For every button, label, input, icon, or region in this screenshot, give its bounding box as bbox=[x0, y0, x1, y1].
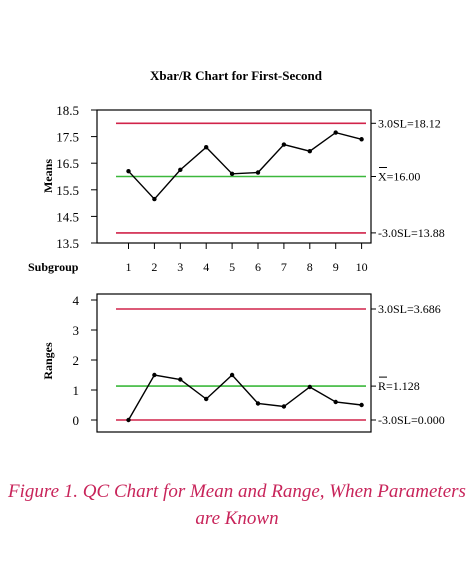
ranges-panel: Ranges 0 1 2 3 4 3.0SL=3.686 R=1.128 -3.0SL=0.… bbox=[41, 293, 445, 433]
means-control-labels: 3.0SL=18.12 X=16.00 -3.0SL=13.88 bbox=[378, 116, 445, 240]
means-x-tick-label: 5 bbox=[229, 260, 235, 274]
means-y-tick-label: 14.5 bbox=[56, 209, 79, 224]
means-data-point bbox=[307, 149, 312, 154]
means-y-tick-label: 18.5 bbox=[56, 103, 79, 118]
means-data-point bbox=[204, 145, 209, 150]
subgroup-label: Subgroup bbox=[28, 260, 79, 274]
means-series bbox=[126, 130, 364, 202]
means-control-label: -3.0SL=13.88 bbox=[378, 226, 445, 240]
means-y-axis-label: Means bbox=[41, 159, 55, 193]
means-data-point bbox=[229, 171, 235, 177]
means-y-tick-label: 15.5 bbox=[56, 183, 79, 198]
means-x-tick-label: 8 bbox=[307, 260, 313, 274]
chart-title: Xbar/R Chart for First-Second bbox=[150, 68, 323, 83]
means-data-point bbox=[281, 142, 287, 147]
means-control-lines bbox=[116, 122, 376, 234]
ranges-y-tick-label: 3 bbox=[73, 323, 80, 338]
means-data-point bbox=[152, 196, 157, 202]
ranges-control-label: -3.0SL=0.000 bbox=[378, 413, 445, 427]
means-y-tick-label: 13.5 bbox=[56, 236, 79, 251]
means-x-tick-label: 4 bbox=[203, 260, 209, 274]
means-x-tick-label: 2 bbox=[151, 260, 157, 274]
ranges-control-labels: 3.0SL=3.686 R=1.128 -3.0SL=0.000 bbox=[378, 302, 445, 427]
ranges-y-ticks: 0 1 2 3 4 bbox=[73, 293, 97, 428]
ranges-data-point bbox=[255, 401, 261, 406]
ranges-plot-frame bbox=[96, 293, 372, 433]
ranges-data-point bbox=[333, 399, 338, 405]
ranges-y-axis-label: Ranges bbox=[41, 342, 55, 380]
means-control-label: 3.0SL=18.12 bbox=[378, 116, 441, 130]
ranges-data-point bbox=[359, 402, 364, 408]
means-data-point bbox=[255, 170, 261, 175]
means-y-tick-label: 16.5 bbox=[56, 156, 79, 171]
means-x-tick-label: 6 bbox=[255, 260, 261, 274]
means-y-tick-label: 17.5 bbox=[56, 130, 79, 145]
ranges-data-point bbox=[178, 377, 183, 382]
ranges-data-point bbox=[229, 372, 235, 378]
caption-line-2: are Known bbox=[195, 508, 279, 529]
ranges-y-tick-label: 2 bbox=[73, 353, 80, 368]
means-data-point bbox=[178, 167, 183, 173]
means-data-point bbox=[126, 168, 131, 174]
means-series-line bbox=[127, 131, 362, 201]
caption-line-1: Figure 1. QC Chart for Mean and Range, W… bbox=[8, 481, 466, 502]
ranges-y-tick-label: 4 bbox=[73, 293, 80, 308]
means-y-ticks: 13.5 14.5 15.5 16.5 17.5 18.5 bbox=[56, 103, 97, 251]
ranges-data-point bbox=[126, 417, 131, 423]
ranges-series bbox=[126, 372, 364, 423]
means-x-ticks: 1 2 3 4 5 6 7 8 9 10 bbox=[126, 243, 368, 274]
ranges-y-tick-label: 1 bbox=[73, 383, 80, 398]
means-x-tick-label: 1 bbox=[126, 260, 132, 274]
ranges-data-point bbox=[281, 404, 287, 409]
figure-caption: Figure 1. QC Chart for Mean and Range, W… bbox=[0, 478, 474, 532]
ranges-y-tick-label: 0 bbox=[73, 413, 80, 428]
ranges-data-point bbox=[307, 384, 312, 390]
means-x-tick-label: 3 bbox=[177, 260, 183, 274]
means-x-tick-label: 7 bbox=[281, 260, 287, 274]
means-data-point bbox=[333, 130, 338, 135]
ranges-data-point bbox=[152, 372, 157, 378]
ranges-control-label: R=1.128 bbox=[378, 379, 420, 393]
means-data-point bbox=[359, 137, 364, 142]
ranges-data-point bbox=[204, 396, 209, 402]
means-x-tick-label: 9 bbox=[333, 260, 339, 274]
ranges-control-lines bbox=[116, 308, 376, 421]
ranges-control-label: 3.0SL=3.686 bbox=[378, 302, 441, 316]
means-panel: Means Subgroup 13.514.515.516.517.518.5 … bbox=[28, 103, 445, 274]
means-x-tick-label: 10 bbox=[356, 260, 368, 274]
means-control-label: X=16.00 bbox=[378, 170, 420, 184]
ranges-series-line bbox=[127, 374, 362, 421]
